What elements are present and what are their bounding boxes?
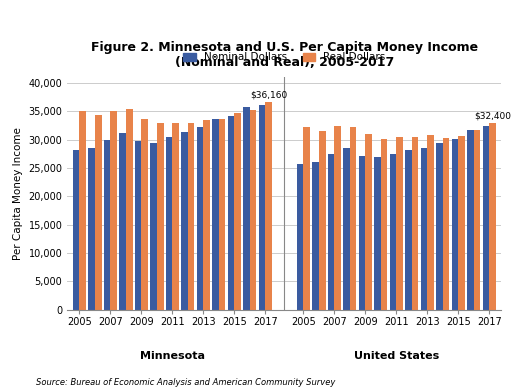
Bar xyxy=(73,151,80,310)
Bar xyxy=(427,135,434,310)
Bar xyxy=(328,154,334,310)
Bar xyxy=(319,131,326,310)
Bar xyxy=(212,119,219,310)
Bar xyxy=(421,147,427,310)
Bar xyxy=(297,164,303,310)
Bar xyxy=(188,123,194,310)
Text: Source: Bureau of Economic Analysis and American Community Survey: Source: Bureau of Economic Analysis and … xyxy=(36,378,336,387)
Y-axis label: Per Capita Money Income: Per Capita Money Income xyxy=(13,127,23,260)
Bar xyxy=(397,137,403,310)
Text: United States: United States xyxy=(354,351,439,361)
Bar xyxy=(250,110,256,310)
Bar xyxy=(111,111,117,310)
Bar xyxy=(366,134,372,310)
Bar xyxy=(119,133,126,310)
Bar xyxy=(303,127,310,310)
Bar xyxy=(458,136,465,310)
Bar xyxy=(343,147,350,310)
Bar xyxy=(150,142,157,310)
Bar xyxy=(381,139,387,310)
Bar xyxy=(80,111,86,310)
Bar xyxy=(482,126,489,310)
Bar xyxy=(227,116,234,310)
Bar xyxy=(443,138,449,310)
Bar xyxy=(359,156,366,310)
Text: $36,160: $36,160 xyxy=(250,91,287,99)
Bar xyxy=(489,123,496,310)
Text: Minnesota: Minnesota xyxy=(140,351,205,361)
Text: $32,400: $32,400 xyxy=(474,111,511,120)
Bar xyxy=(166,137,172,310)
Bar xyxy=(265,102,272,310)
Bar xyxy=(135,141,142,310)
Bar xyxy=(350,127,357,310)
Bar xyxy=(219,119,225,310)
Bar xyxy=(88,147,95,310)
Bar xyxy=(412,137,418,310)
Bar xyxy=(436,142,443,310)
Bar xyxy=(126,109,132,310)
Bar xyxy=(203,120,210,310)
Bar xyxy=(172,123,179,310)
Bar xyxy=(157,123,163,310)
Bar xyxy=(405,150,412,310)
Bar xyxy=(95,115,101,310)
Bar xyxy=(312,162,319,310)
Bar xyxy=(374,157,381,310)
Bar xyxy=(334,126,341,310)
Bar xyxy=(452,139,458,310)
Bar xyxy=(258,105,265,310)
Title: Figure 2. Minnesota and U.S. Per Capita Money Income
(Nominal and Real), 2005-20: Figure 2. Minnesota and U.S. Per Capita … xyxy=(91,41,478,69)
Bar xyxy=(243,107,250,310)
Bar xyxy=(474,130,480,310)
Legend: Nominal Dollars, Real Dollars: Nominal Dollars, Real Dollars xyxy=(183,52,386,62)
Bar xyxy=(390,154,397,310)
Bar xyxy=(197,127,203,310)
Bar xyxy=(234,113,241,310)
Bar xyxy=(467,130,474,310)
Bar xyxy=(104,140,111,310)
Bar xyxy=(142,119,148,310)
Bar xyxy=(181,132,188,310)
